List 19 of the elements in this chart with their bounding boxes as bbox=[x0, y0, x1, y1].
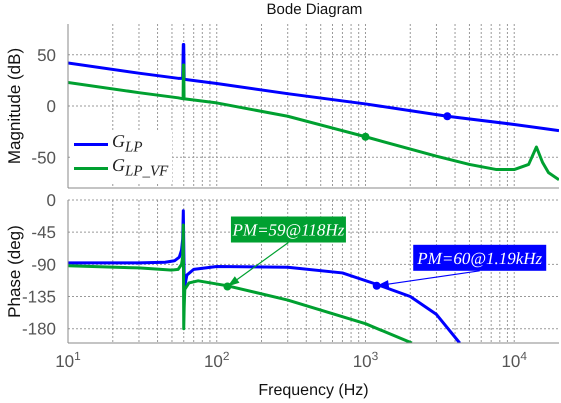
chart-title: Bode Diagram bbox=[266, 1, 364, 18]
y-tick-label: 0 bbox=[46, 97, 56, 116]
x-tick-label: 10$^{3}$ bbox=[352, 349, 379, 371]
y-axis-title: Magnitude (dB) bbox=[5, 48, 24, 164]
x-tick-label: 10$^{1}$ bbox=[55, 349, 82, 371]
y-tick-label: -135 bbox=[22, 288, 56, 307]
y-tick-label: -45 bbox=[31, 223, 56, 242]
y-tick-label: -90 bbox=[31, 255, 56, 274]
y-tick-label: -180 bbox=[22, 320, 56, 339]
x-tick-label: 10$^{2}$ bbox=[204, 349, 230, 371]
x-axis-title: Frequency (Hz) bbox=[258, 382, 369, 399]
y-tick-label: 50 bbox=[37, 46, 56, 65]
y-tick-label: 0 bbox=[46, 191, 56, 210]
annotation: PM=59@118Hz bbox=[232, 220, 345, 240]
legend-label: G$_{LP_VF}$ bbox=[112, 155, 168, 181]
y-tick-label: -50 bbox=[31, 148, 56, 168]
x-tick-label: 10$^{4}$ bbox=[501, 349, 528, 371]
annotation: PM=60@1.19kHz bbox=[416, 248, 543, 268]
legend-label: G$_{LP}$ bbox=[112, 131, 143, 157]
